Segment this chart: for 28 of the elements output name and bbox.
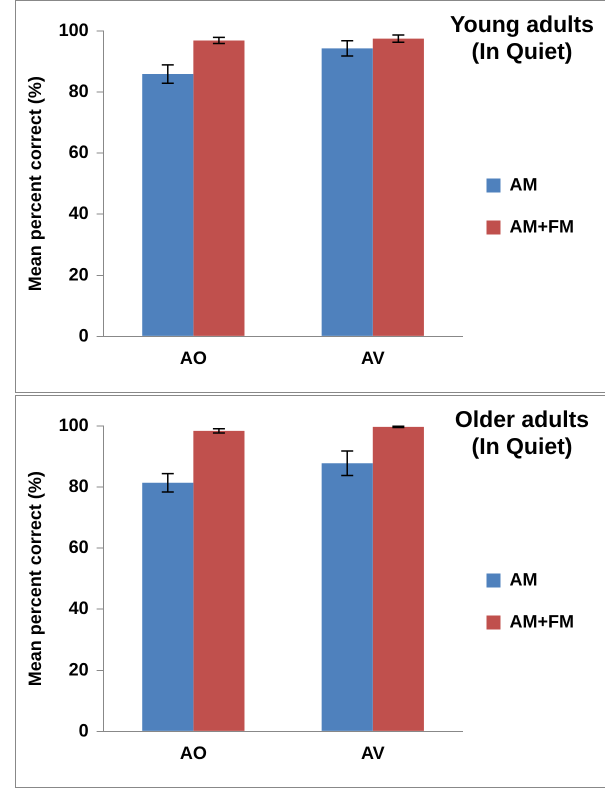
- x-tick-label: AV: [360, 743, 385, 764]
- y-tick-label: 100: [58, 20, 89, 40]
- bar: [372, 426, 424, 731]
- text: Young adults (In Quiet): [449, 11, 595, 65]
- y-tick-label: 80: [68, 476, 89, 496]
- bar: [322, 463, 373, 731]
- x-tick-label: AO: [180, 348, 207, 368]
- y-tick-label: 60: [68, 537, 89, 558]
- y-tick-label: 0: [78, 720, 89, 740]
- x-tick-label: AO: [180, 743, 207, 764]
- bar: [142, 482, 194, 731]
- legend-label: AM+FM: [510, 216, 574, 236]
- y-axis-title: Mean percent correct (%): [24, 76, 45, 292]
- y-tick-label: 100: [58, 414, 89, 435]
- legend-label: AM: [510, 174, 538, 194]
- bar: [193, 430, 244, 731]
- y-axis-title: Mean percent correct (%): [24, 471, 45, 686]
- y-tick-label: 80: [68, 81, 89, 102]
- legend-label: AM+FM: [510, 611, 574, 632]
- y-tick-label: 20: [68, 659, 89, 680]
- text: Older adults (In Quiet): [454, 406, 590, 460]
- y-tick-label: 40: [68, 203, 89, 224]
- legend-label: AM: [510, 569, 538, 590]
- x-tick-label: AV: [360, 348, 385, 368]
- y-tick-label: 40: [68, 598, 89, 618]
- y-tick-label: 60: [68, 142, 89, 162]
- y-tick-label: 0: [78, 325, 89, 346]
- y-tick-label: 20: [68, 264, 89, 284]
